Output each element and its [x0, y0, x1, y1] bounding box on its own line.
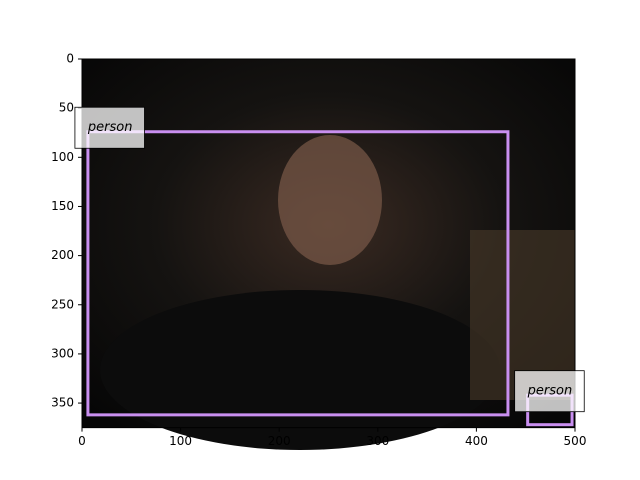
axes: 0 100 200 300 400 500 0 50 100 150 200 250 300 350 per… — [51, 52, 587, 450]
y-tick-label: 0 — [66, 52, 74, 66]
x-tick-label: 400 — [465, 434, 488, 448]
y-tick-label: 100 — [51, 150, 74, 164]
x-tick-label: 200 — [268, 434, 291, 448]
box-label: person — [87, 120, 133, 135]
box-label: person — [527, 384, 573, 399]
box-label-background — [74, 106, 145, 149]
x-tick-label: 0 — [78, 434, 86, 448]
axes-frame — [81, 58, 576, 429]
bounding-box — [86, 130, 510, 417]
face-region — [278, 135, 382, 265]
y-tick-label: 50 — [59, 101, 74, 115]
body-region — [100, 290, 500, 450]
y-tick-label: 300 — [51, 346, 74, 360]
x-tick-label: 300 — [366, 434, 389, 448]
x-tick-label: 100 — [169, 434, 192, 448]
box-label-background — [514, 370, 585, 413]
x-tick-label: 500 — [564, 434, 587, 448]
y-tick-label: 350 — [51, 396, 74, 410]
y-tick-label: 150 — [51, 199, 74, 213]
y-tick-label: 250 — [51, 297, 74, 311]
y-tick-label: 200 — [51, 248, 74, 262]
